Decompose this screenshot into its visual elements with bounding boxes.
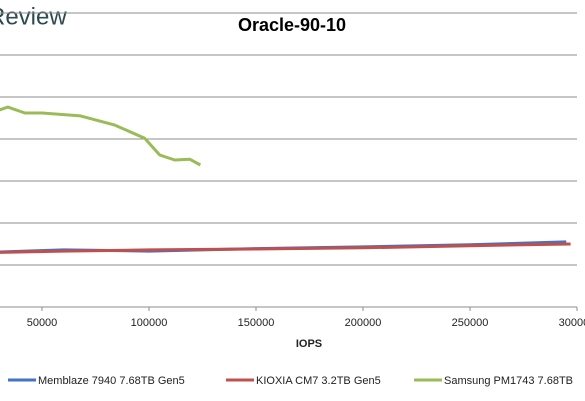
legend-label: KIOXIA CM7 3.2TB Gen5 — [256, 375, 381, 387]
logo: Review — [0, 3, 67, 30]
x-tick-label: 150000 — [238, 317, 275, 329]
x-tick-label: 50000 — [27, 317, 58, 329]
x-tick-label: 300000 — [559, 317, 585, 329]
chart-title: Oracle-90-10 — [238, 15, 346, 35]
x-tick-label: 200000 — [345, 317, 382, 329]
series-line — [0, 105, 202, 167]
legend-label: Samsung PM1743 7.68TB — [444, 375, 573, 387]
x-tick-label: 100000 — [131, 317, 168, 329]
series-line — [0, 242, 571, 254]
x-tick-label: 250000 — [452, 317, 489, 329]
x-axis-label: IOPS — [296, 338, 322, 350]
legend-label: Memblaze 7940 7.68TB Gen5 — [38, 375, 185, 387]
